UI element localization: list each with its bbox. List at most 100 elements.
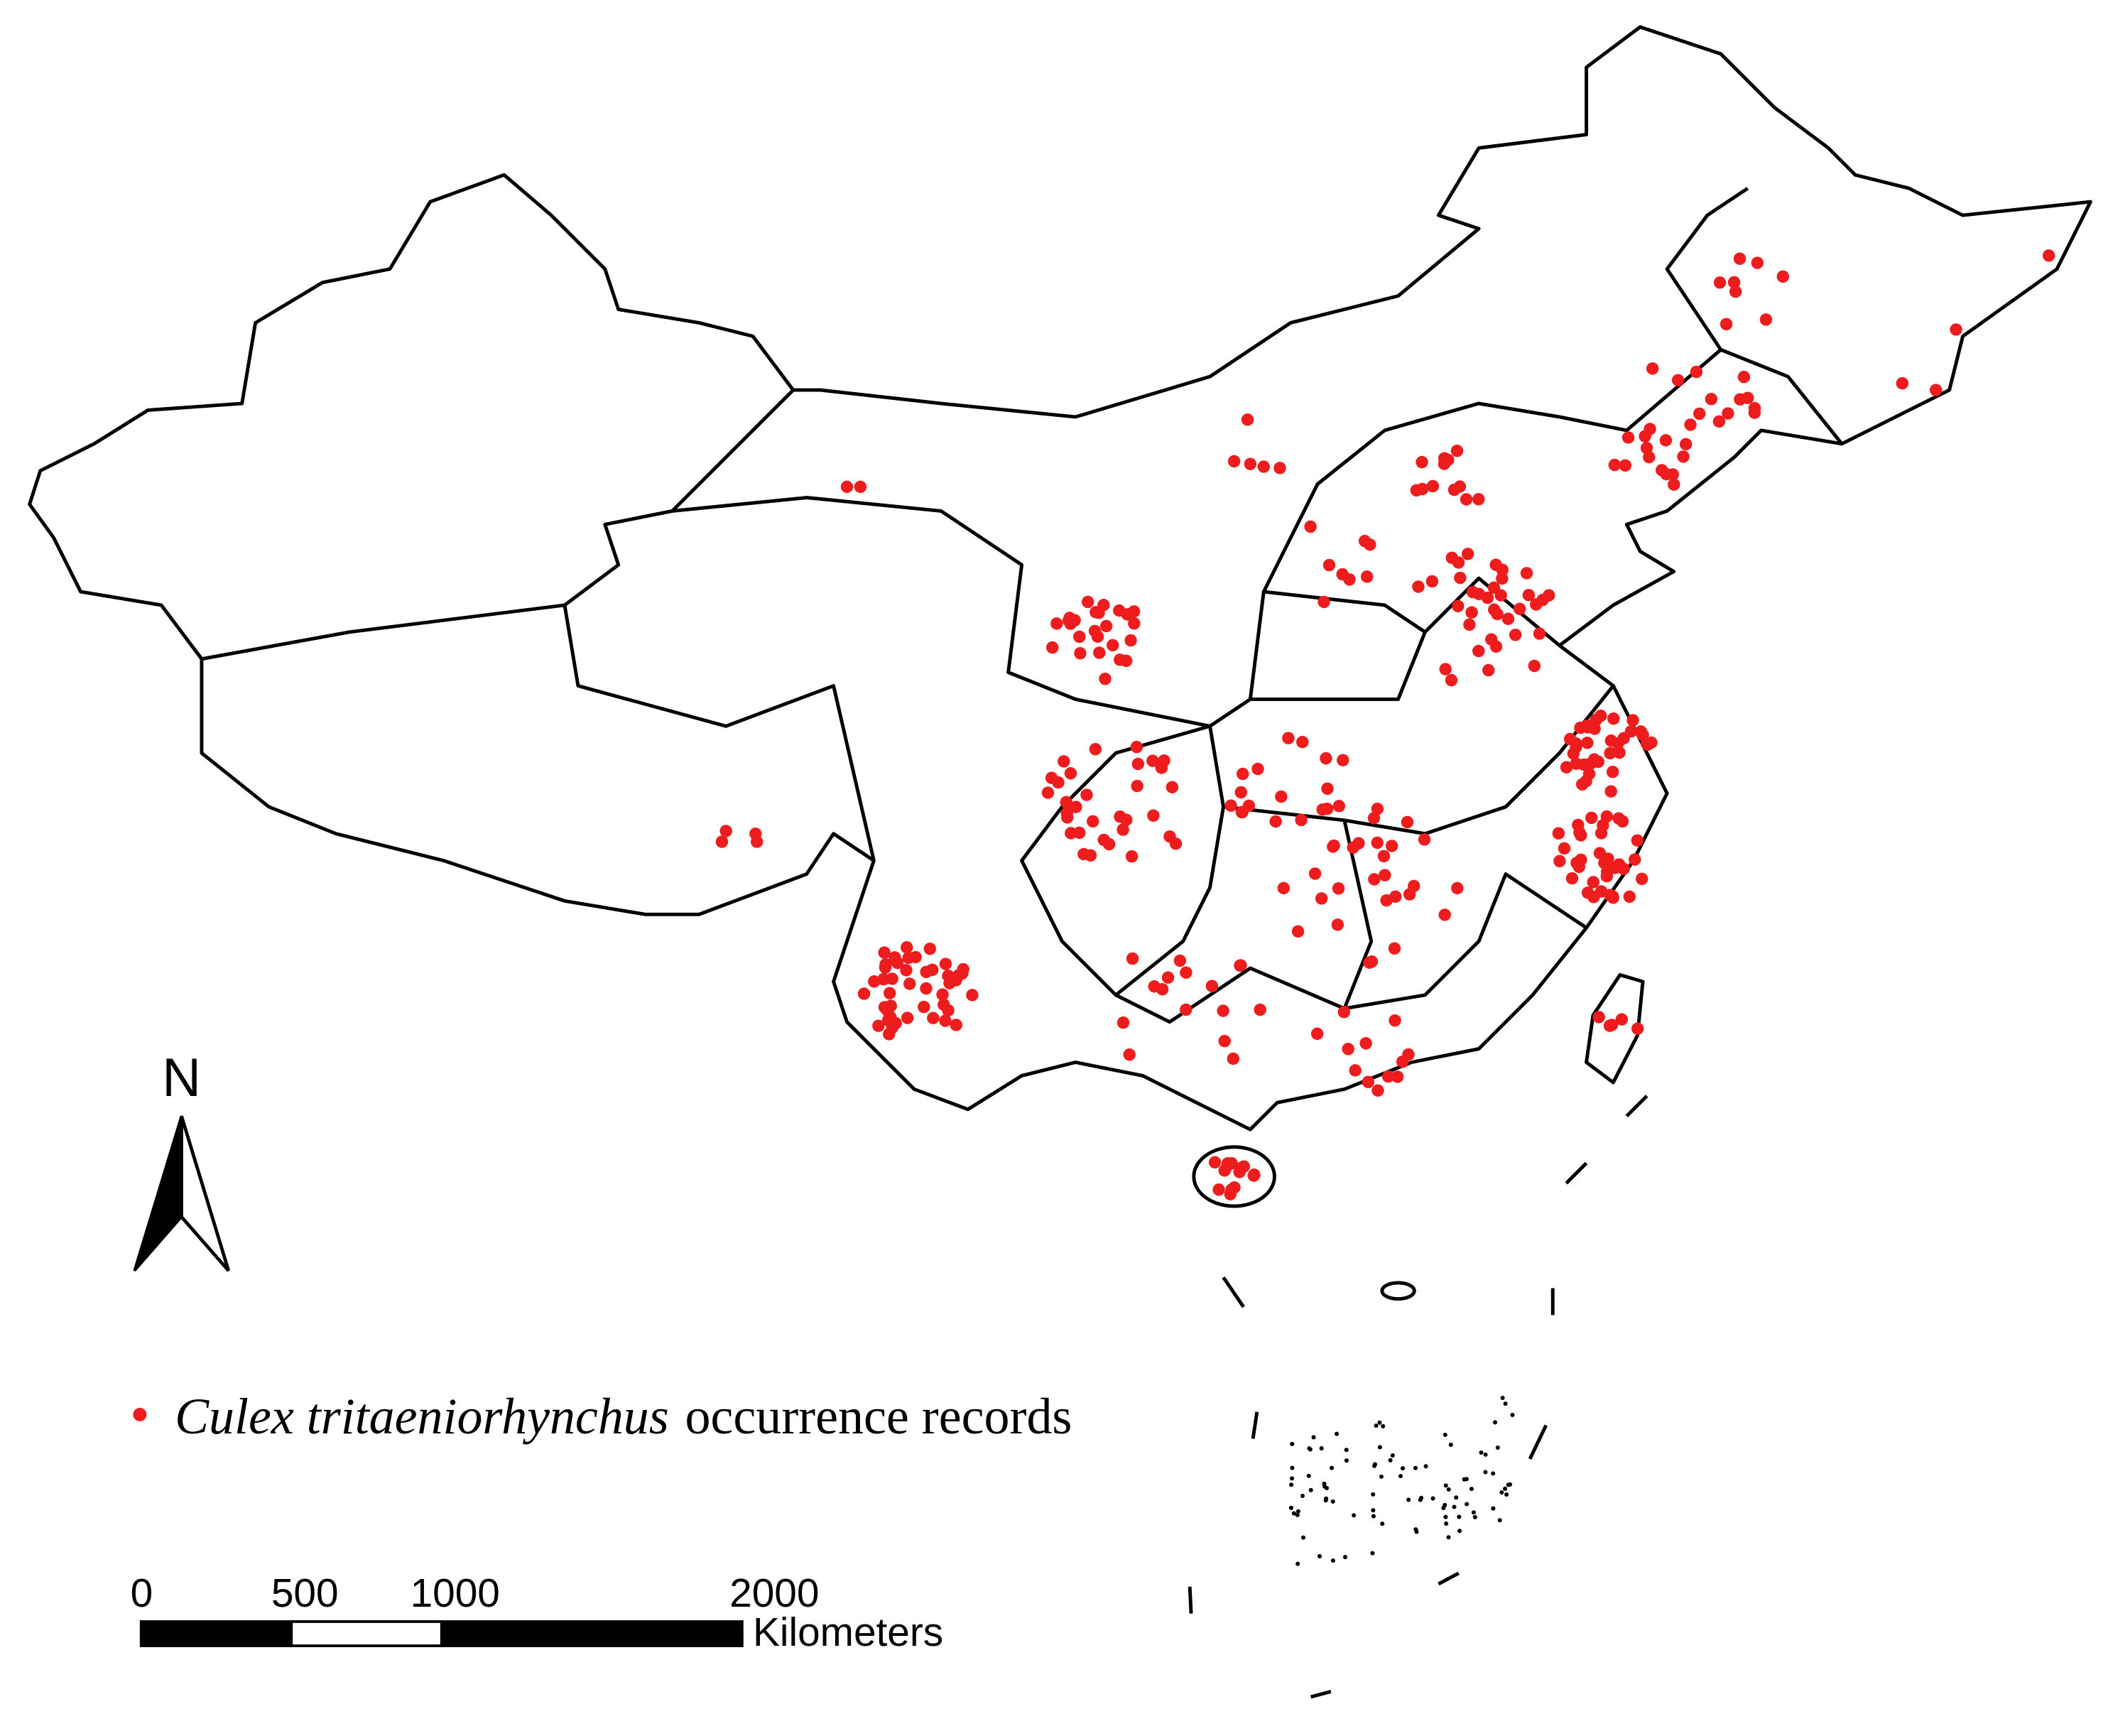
province-border	[1342, 820, 1587, 1011]
occurrence-dot	[1472, 644, 1485, 658]
occurrence-dot	[1251, 762, 1264, 776]
occurrence-dot	[1416, 455, 1428, 469]
occurrence-dot	[1634, 725, 1647, 738]
occurrence-dot	[1331, 918, 1344, 931]
occurrence-dot	[1224, 799, 1237, 812]
occurrence-dot	[1485, 633, 1498, 646]
occurrence-dot	[1679, 438, 1693, 451]
island-speck	[1419, 1495, 1424, 1500]
occurrence-dot	[1389, 1014, 1401, 1027]
occurrence-dot	[1377, 850, 1391, 863]
island-speck	[1295, 1509, 1300, 1514]
occurrence-dot	[1128, 617, 1141, 630]
occurrence-dot	[1332, 800, 1345, 813]
island-speck	[1379, 1474, 1384, 1479]
occurrence-dot	[719, 825, 732, 837]
island-speck	[1457, 1529, 1462, 1534]
province-border	[1665, 187, 1749, 351]
island-speck	[1491, 1471, 1496, 1476]
occurrence-dot	[1327, 840, 1340, 853]
mainland-border	[28, 25, 2092, 1132]
occurrence-dot	[1631, 834, 1644, 847]
occurrence-dot	[1237, 767, 1249, 781]
province-border	[1114, 966, 1345, 1024]
occurrence-dot	[1371, 836, 1384, 850]
island-speck	[1503, 1486, 1508, 1491]
occurrence-dot	[1604, 785, 1617, 798]
occurrence-dot	[903, 977, 916, 990]
occurrence-dot	[1241, 413, 1254, 426]
province-border	[1020, 724, 1225, 997]
occurrence-dot	[1052, 776, 1065, 789]
occurrence-dot	[1130, 740, 1143, 754]
occurrence-dot	[1666, 468, 1679, 481]
occurrence-dot	[1619, 459, 1631, 472]
occurrence-dot	[1102, 837, 1116, 851]
occurrence-dot	[1227, 1052, 1240, 1065]
occurrence-dot	[1722, 407, 1734, 420]
occurrence-dot	[1528, 659, 1541, 673]
occurrence-dot	[1343, 573, 1356, 586]
occurrence-dot	[1282, 732, 1295, 744]
occurrence-dot	[891, 956, 904, 970]
occurrence-dot	[1460, 493, 1473, 506]
occurrence-dot	[1368, 873, 1381, 886]
occurrence-dot	[1737, 371, 1751, 384]
occurrence-dot	[1233, 1166, 1246, 1178]
island-speck	[1413, 1527, 1418, 1532]
occurrence-dot	[1574, 721, 1587, 734]
occurrence-dot	[1180, 966, 1192, 979]
occurrence-dot	[1734, 393, 1746, 406]
island-lines	[1188, 1095, 1648, 1699]
occurrence-dot	[1379, 869, 1391, 881]
occurrence-dot	[1425, 575, 1439, 588]
occurrence-dot	[1060, 807, 1073, 820]
occurrence-dot	[1719, 318, 1733, 331]
occurrence-dot	[1080, 788, 1093, 801]
occurrence-dot	[1606, 765, 1619, 779]
occurrence-dot	[1401, 815, 1414, 829]
occurrence-dot	[840, 480, 854, 494]
occurrence-dot	[1450, 444, 1464, 457]
occurrence-dot	[1418, 833, 1431, 846]
occurrence-dot	[889, 1016, 902, 1030]
occurrence-dot	[1147, 809, 1160, 822]
occurrence-dot	[1099, 619, 1113, 633]
occurrence-dot	[1166, 781, 1179, 793]
occurrence-dot	[1671, 374, 1685, 386]
scale-unit: Kilometers	[753, 1610, 943, 1655]
occurrence-dot	[1218, 1164, 1231, 1177]
occurrence-dot	[1064, 767, 1077, 780]
occurrence-dot	[1452, 556, 1465, 569]
occurrence-dot	[1759, 313, 1773, 326]
occurrence-dot	[1776, 270, 1790, 283]
occurrence-dot	[1073, 630, 1086, 644]
island-speck	[1289, 1482, 1294, 1487]
occurrence-dot	[1684, 418, 1697, 431]
island-speck	[1443, 1483, 1448, 1488]
island-speck	[1390, 1453, 1395, 1458]
occurrence-dot	[1371, 1084, 1384, 1097]
scale-segment	[440, 1620, 744, 1647]
occurrence-dot	[1320, 752, 1332, 765]
occurrence-dot	[1358, 534, 1371, 548]
occurrence-dot	[878, 946, 891, 959]
occurrence-dot	[1608, 458, 1621, 472]
island-speck	[1423, 1464, 1428, 1469]
arrow-right	[180, 1115, 231, 1272]
occurrence-dot	[1074, 647, 1087, 660]
occurrence-dot	[1617, 862, 1630, 875]
occurrence-dot	[950, 1019, 962, 1031]
occurrence-dot	[1604, 747, 1617, 760]
island-speck	[1381, 1423, 1386, 1428]
occurrence-dot	[1438, 452, 1451, 465]
island-speck	[1319, 1445, 1324, 1450]
occurrence-dot	[1597, 819, 1609, 832]
occurrence-dot	[1636, 872, 1648, 886]
occurrence-dot	[1058, 755, 1070, 768]
island-speck	[1457, 1514, 1462, 1519]
occurrence-dot	[1751, 256, 1764, 269]
island-speck	[1377, 1420, 1382, 1425]
legend-text: Culex tritaeniorhynchus occurrence record…	[175, 1388, 1072, 1445]
